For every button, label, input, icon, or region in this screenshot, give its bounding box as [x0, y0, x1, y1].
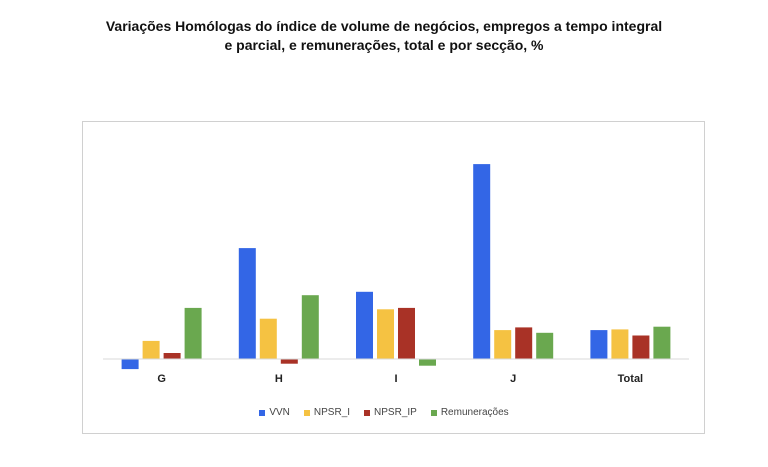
legend-swatch [430, 409, 437, 416]
legend-label: Remunerações [440, 407, 509, 418]
bar-remunerações-h [301, 295, 319, 359]
legend-item-npsr_ip: NPSR_IP [364, 407, 417, 418]
chart-frame [82, 121, 705, 434]
legend-swatch [364, 409, 371, 416]
legend-item-remunerações: Remunerações [430, 407, 509, 418]
bar-npsr_i-j [494, 330, 512, 359]
bar-remunerações-total [653, 326, 671, 359]
x-tick-label: H [275, 373, 283, 385]
x-tick-label: Total [618, 373, 643, 385]
legend-swatch [303, 409, 310, 416]
chart-title-line-1: Variações Homólogas do índice de volume … [105, 18, 663, 34]
legend-label: NPSR_IP [374, 407, 417, 418]
x-tick-label: G [157, 373, 166, 385]
bar-vvn-total [590, 330, 608, 359]
chart-legend: VVN NPSR_I NPSR_IP Remunerações [0, 407, 768, 418]
bar-npsr_i-total [611, 329, 629, 359]
legend-label: NPSR_I [313, 407, 351, 418]
chart-title-line-2: e parcial, e remunerações, total e por s… [224, 37, 544, 53]
bar-vvn-h [238, 248, 256, 359]
bar-remunerações-g [184, 307, 202, 359]
legend-item-vvn: VVN [259, 407, 290, 418]
legend-swatch [259, 409, 266, 416]
bar-npsr_i-h [259, 318, 277, 359]
bar-vvn-g [121, 359, 139, 370]
bar-npsr_ip-g [163, 353, 181, 359]
bar-npsr_ip-i [398, 307, 415, 359]
x-tick-label: J [510, 373, 516, 385]
bar-npsr_ip-total [632, 335, 650, 359]
bar-npsr_i-g [142, 340, 160, 359]
x-tick-label: I [394, 373, 397, 385]
legend-label: VVN [269, 407, 290, 418]
bar-vvn-j [473, 164, 491, 359]
bar-remunerações-i [419, 359, 436, 366]
bar-npsr_i-i [377, 309, 394, 359]
legend-item-npsr_i: NPSR_I [303, 407, 351, 418]
bar-npsr_ip-j [515, 327, 533, 359]
bar-remunerações-j [536, 332, 554, 359]
bar-vvn-i [356, 291, 373, 359]
bar-npsr_ip-h [280, 359, 298, 364]
